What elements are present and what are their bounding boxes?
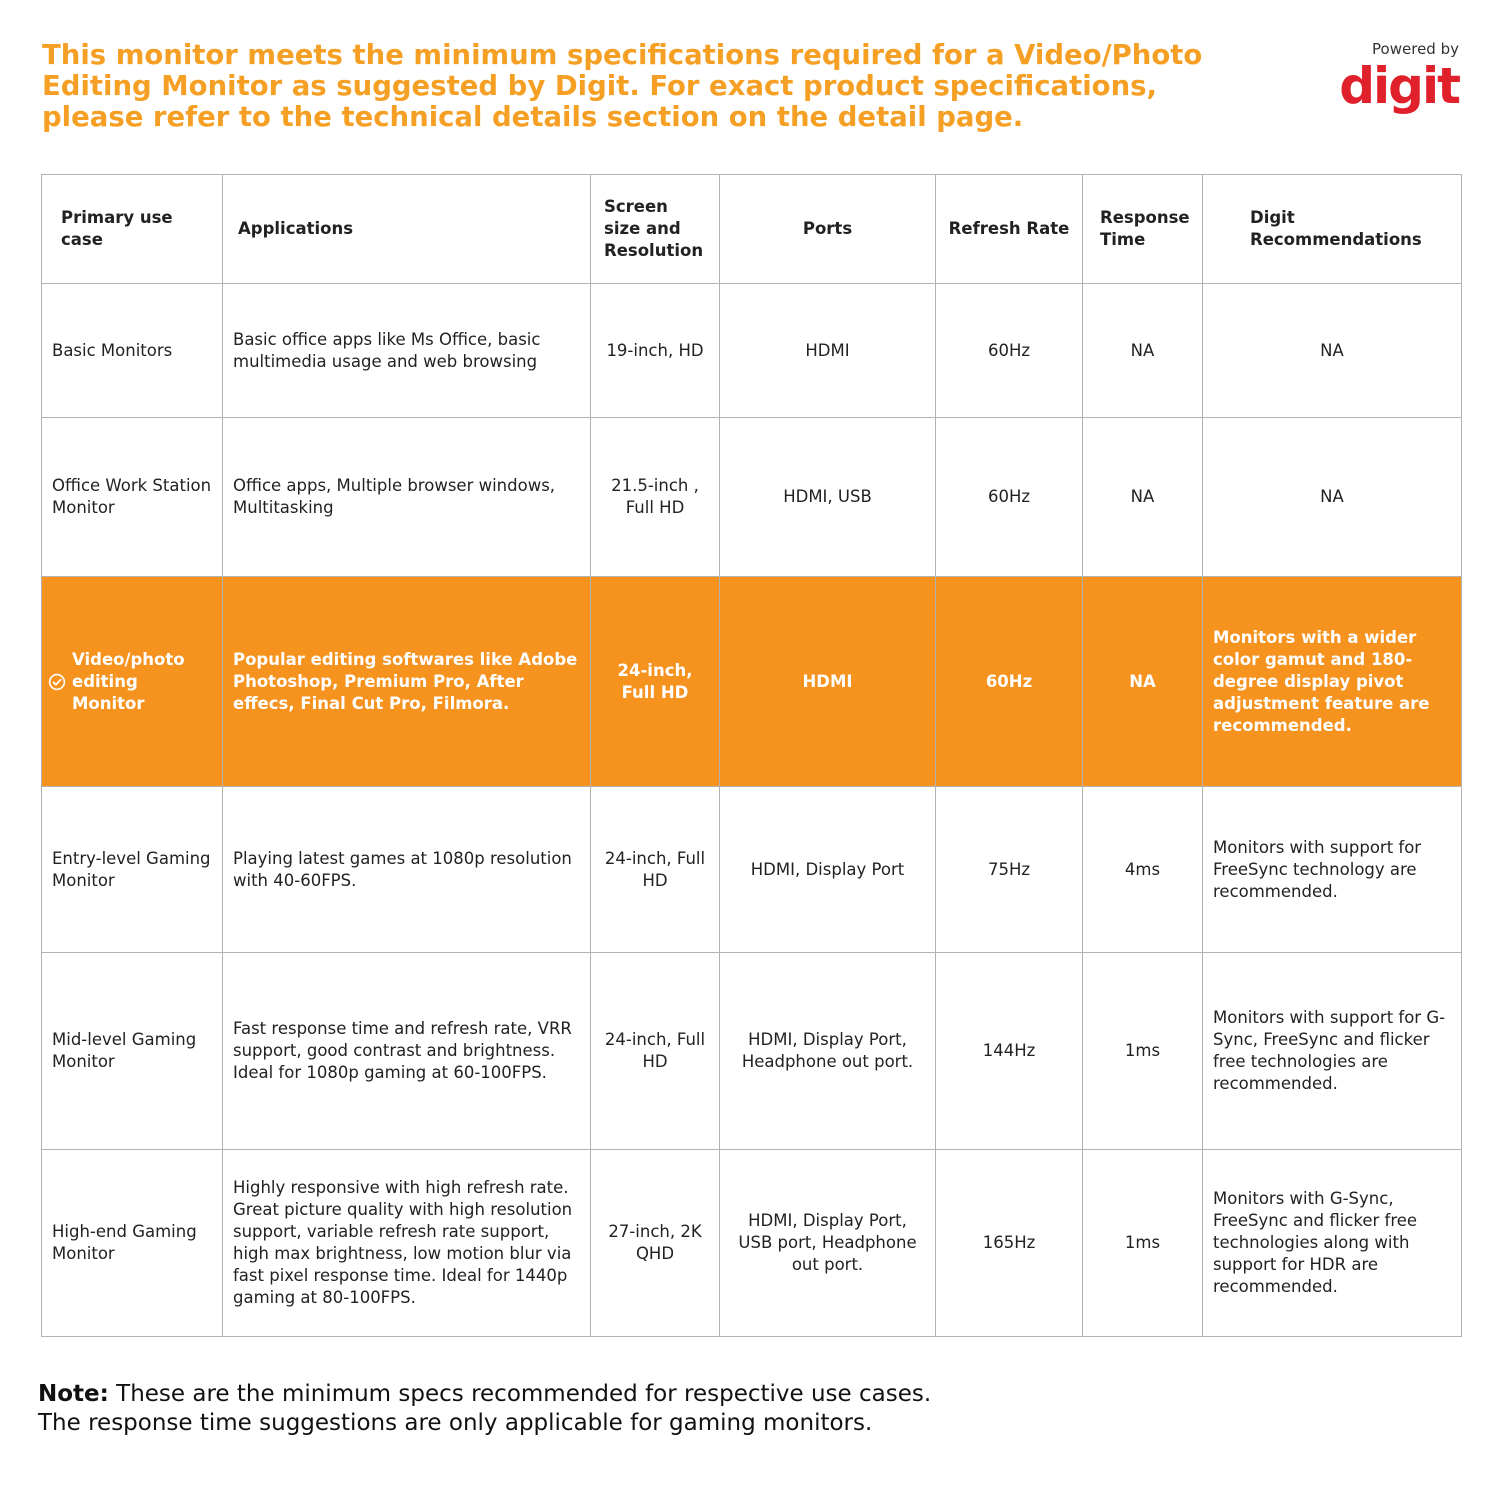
footnote-line-1: Note: These are the minimum specs recomm…	[38, 1380, 1338, 1409]
cell-recommendation: Monitors with support for FreeSync techn…	[1202, 786, 1462, 953]
table-row: High-end Gaming Monitor Highly responsiv…	[41, 1149, 1462, 1337]
footnote: Note: These are the minimum specs recomm…	[38, 1380, 1338, 1438]
cell-recommendation: Monitors with G-Sync, FreeSync and flick…	[1202, 1149, 1462, 1337]
digit-logo: digit	[1339, 57, 1461, 115]
note-label: Note:	[38, 1381, 109, 1407]
cell-ports: HDMI, USB	[719, 417, 936, 577]
cell-response-time: 1ms	[1082, 952, 1203, 1150]
cell-response-time: NA	[1082, 417, 1203, 577]
cell-use-case-label: Video/photo editing Monitor	[72, 649, 185, 713]
table-header-row: Primary use case Applications Screen siz…	[41, 174, 1462, 284]
cell-use-case: Mid-level Gaming Monitor	[41, 952, 223, 1150]
cell-screen-size: 24-inch, Full HD	[590, 952, 720, 1150]
cell-screen-size: 24-inch, Full HD	[590, 576, 720, 787]
cell-response-time: 4ms	[1082, 786, 1203, 953]
cell-recommendation: NA	[1202, 283, 1462, 418]
cell-refresh-rate: 75Hz	[935, 786, 1083, 953]
cell-refresh-rate: 60Hz	[935, 417, 1083, 577]
header-refresh-rate: Refresh Rate	[935, 174, 1083, 284]
table-row: Basic Monitors Basic office apps like Ms…	[41, 283, 1462, 418]
cell-screen-size: 21.5-inch , Full HD	[590, 417, 720, 577]
table-row: Office Work Station Monitor Office apps,…	[41, 417, 1462, 577]
spec-table: Primary use case Applications Screen siz…	[41, 174, 1462, 1337]
cell-applications: Basic office apps like Ms Office, basic …	[222, 283, 591, 418]
cell-refresh-rate: 60Hz	[935, 283, 1083, 418]
cell-use-case: Basic Monitors	[41, 283, 223, 418]
cell-screen-size: 24-inch, Full HD	[590, 786, 720, 953]
cell-response-time: NA	[1082, 283, 1203, 418]
cell-use-case: Video/photo editing Monitor	[41, 576, 223, 787]
cell-applications: Fast response time and refresh rate, VRR…	[222, 952, 591, 1150]
header-digit-recommendations: Digit Recommendations	[1202, 174, 1462, 284]
check-circle-icon	[48, 673, 66, 690]
header-response-time: Response Time	[1082, 174, 1203, 284]
note-text-1: These are the minimum specs recommended …	[108, 1381, 932, 1407]
cell-response-time: NA	[1082, 576, 1203, 787]
cell-ports: HDMI, Display Port, Headphone out port.	[719, 952, 936, 1150]
cell-applications: Popular editing softwares like Adobe Pho…	[222, 576, 591, 787]
cell-recommendation: Monitors with a wider color gamut and 18…	[1202, 576, 1462, 787]
cell-refresh-rate: 60Hz	[935, 576, 1083, 787]
cell-refresh-rate: 144Hz	[935, 952, 1083, 1150]
footnote-line-2: The response time suggestions are only a…	[38, 1410, 873, 1436]
table-row: Mid-level Gaming Monitor Fast response t…	[41, 952, 1462, 1150]
cell-screen-size: 27-inch, 2K QHD	[590, 1149, 720, 1337]
header-applications: Applications	[222, 174, 591, 284]
cell-use-case: High-end Gaming Monitor	[41, 1149, 223, 1337]
cell-ports: HDMI, Display Port	[719, 786, 936, 953]
cell-applications: Highly responsive with high refresh rate…	[222, 1149, 591, 1337]
cell-applications: Playing latest games at 1080p resolution…	[222, 786, 591, 953]
brand-block: Powered by digit	[1319, 40, 1461, 115]
cell-applications: Office apps, Multiple browser windows, M…	[222, 417, 591, 577]
cell-recommendation: NA	[1202, 417, 1462, 577]
header-primary-use-case: Primary use case	[41, 174, 223, 284]
cell-use-case: Entry-level Gaming Monitor	[41, 786, 223, 953]
page-heading: This monitor meets the minimum specifica…	[42, 39, 1203, 133]
cell-screen-size: 19-inch, HD	[590, 283, 720, 418]
header-screen-size: Screen size and Resolution	[590, 174, 720, 284]
cell-refresh-rate: 165Hz	[935, 1149, 1083, 1337]
cell-ports: HDMI	[719, 576, 936, 787]
cell-ports: HDMI	[719, 283, 936, 418]
cell-response-time: 1ms	[1082, 1149, 1203, 1337]
header-ports: Ports	[719, 174, 936, 284]
cell-use-case: Office Work Station Monitor	[41, 417, 223, 577]
cell-ports: HDMI, Display Port, USB port, Headphone …	[719, 1149, 936, 1337]
table-row-highlighted: Video/photo editing Monitor Popular edit…	[41, 576, 1462, 787]
table-row: Entry-level Gaming Monitor Playing lates…	[41, 786, 1462, 953]
cell-recommendation: Monitors with support for G-Sync, FreeSy…	[1202, 952, 1462, 1150]
powered-by-label: Powered by	[1372, 40, 1459, 58]
